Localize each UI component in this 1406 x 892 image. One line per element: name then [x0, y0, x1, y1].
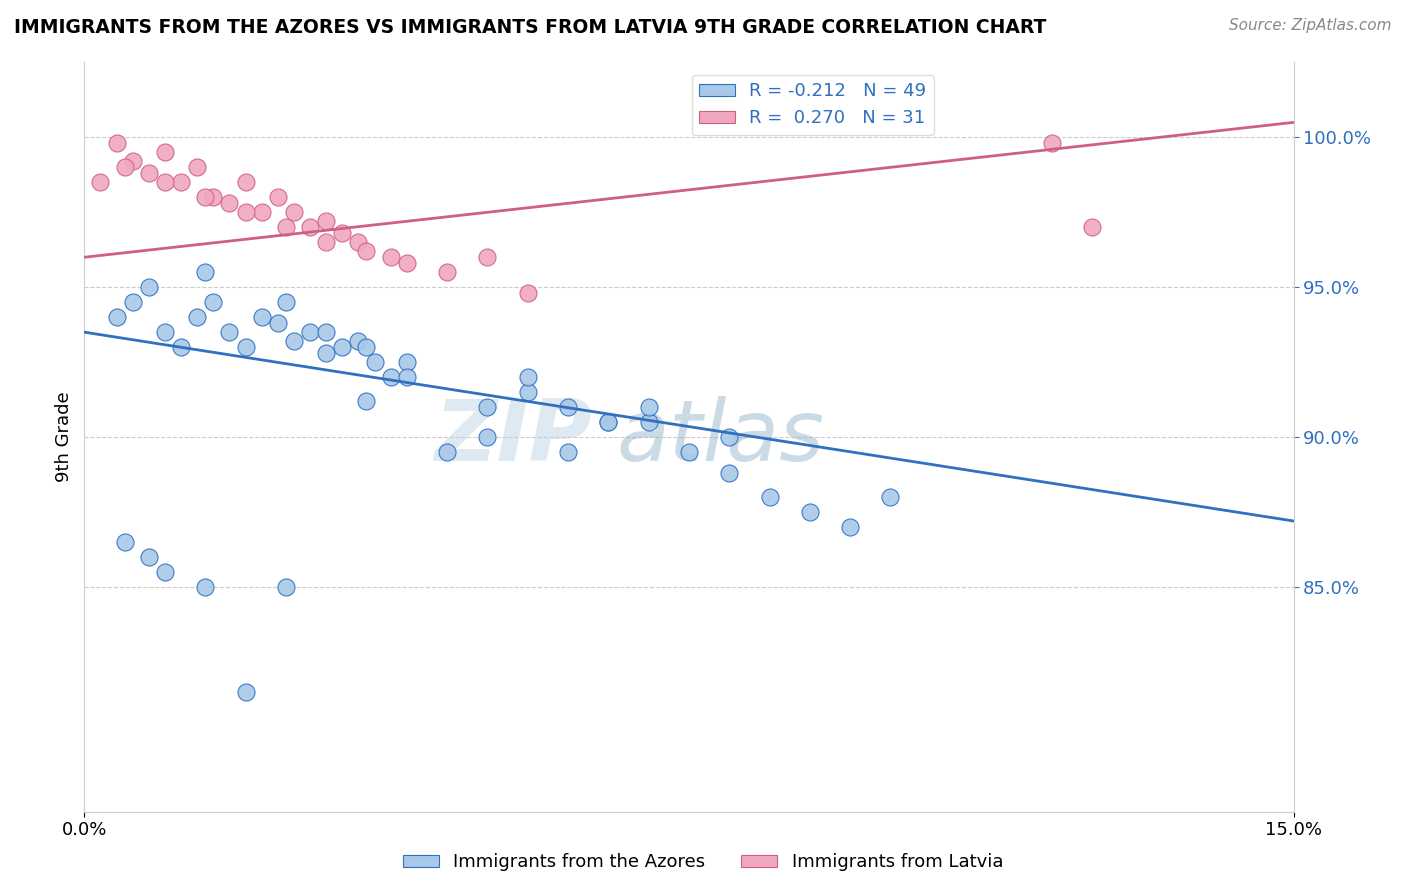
Point: [138, 280, 160, 294]
Point: [153, 325, 176, 339]
Point: [347, 235, 370, 250]
Point: [153, 175, 176, 189]
Point: [218, 196, 240, 211]
Point: [356, 394, 378, 409]
Point: [267, 316, 290, 330]
Point: [235, 685, 257, 699]
Point: [194, 265, 217, 279]
Point: [347, 334, 370, 348]
Point: [799, 505, 821, 519]
Point: [380, 250, 402, 264]
Point: [235, 340, 257, 354]
Point: [598, 415, 620, 429]
Point: [267, 190, 290, 204]
Legend: R = -0.212   N = 49, R =  0.270   N = 31: R = -0.212 N = 49, R = 0.270 N = 31: [692, 75, 934, 135]
Y-axis label: 9th Grade: 9th Grade: [55, 392, 73, 483]
Text: ZIP: ZIP: [434, 395, 592, 479]
Point: [138, 549, 160, 564]
Point: [516, 370, 538, 384]
Point: [202, 295, 225, 310]
Point: [274, 580, 297, 594]
Point: [299, 325, 322, 339]
Point: [299, 220, 322, 235]
Point: [436, 445, 458, 459]
Point: [283, 205, 305, 219]
Point: [194, 580, 217, 594]
Point: [153, 145, 176, 160]
Point: [395, 355, 418, 369]
Text: IMMIGRANTS FROM THE AZORES VS IMMIGRANTS FROM LATVIA 9TH GRADE CORRELATION CHART: IMMIGRANTS FROM THE AZORES VS IMMIGRANTS…: [14, 18, 1046, 37]
Point: [218, 325, 240, 339]
Point: [274, 220, 297, 235]
Point: [637, 415, 659, 429]
Point: [395, 370, 418, 384]
Point: [380, 370, 402, 384]
Point: [477, 430, 499, 444]
Point: [557, 400, 579, 414]
Point: [105, 136, 128, 151]
Point: [839, 520, 862, 534]
Text: Source: ZipAtlas.com: Source: ZipAtlas.com: [1229, 18, 1392, 33]
Point: [153, 565, 176, 579]
Point: [170, 175, 193, 189]
Point: [138, 166, 160, 180]
Point: [250, 205, 273, 219]
Point: [516, 385, 538, 400]
Point: [718, 430, 741, 444]
Point: [235, 205, 257, 219]
Point: [315, 346, 337, 360]
Point: [356, 244, 378, 259]
Point: [235, 175, 257, 189]
Point: [274, 295, 297, 310]
Point: [1040, 136, 1063, 151]
Point: [330, 227, 353, 241]
Point: [105, 310, 128, 325]
Point: [516, 286, 538, 301]
Point: [598, 415, 620, 429]
Point: [477, 250, 499, 264]
Point: [250, 310, 273, 325]
Point: [315, 235, 337, 250]
Point: [114, 161, 136, 175]
Point: [395, 256, 418, 270]
Point: [121, 154, 143, 169]
Point: [363, 355, 385, 369]
Point: [202, 190, 225, 204]
Point: [879, 490, 901, 504]
Point: [186, 310, 208, 325]
Point: [718, 466, 741, 480]
Point: [678, 445, 700, 459]
Point: [89, 175, 111, 189]
Point: [557, 445, 579, 459]
Point: [330, 340, 353, 354]
Point: [315, 214, 337, 228]
Point: [121, 295, 143, 310]
Point: [637, 400, 659, 414]
Point: [194, 190, 217, 204]
Point: [1081, 220, 1104, 235]
Text: atlas: atlas: [616, 395, 824, 479]
Point: [186, 161, 208, 175]
Point: [283, 334, 305, 348]
Point: [356, 340, 378, 354]
Point: [758, 490, 780, 504]
Point: [477, 400, 499, 414]
Point: [315, 325, 337, 339]
Point: [170, 340, 193, 354]
Point: [114, 535, 136, 549]
Legend: Immigrants from the Azores, Immigrants from Latvia: Immigrants from the Azores, Immigrants f…: [395, 847, 1011, 879]
Point: [436, 265, 458, 279]
